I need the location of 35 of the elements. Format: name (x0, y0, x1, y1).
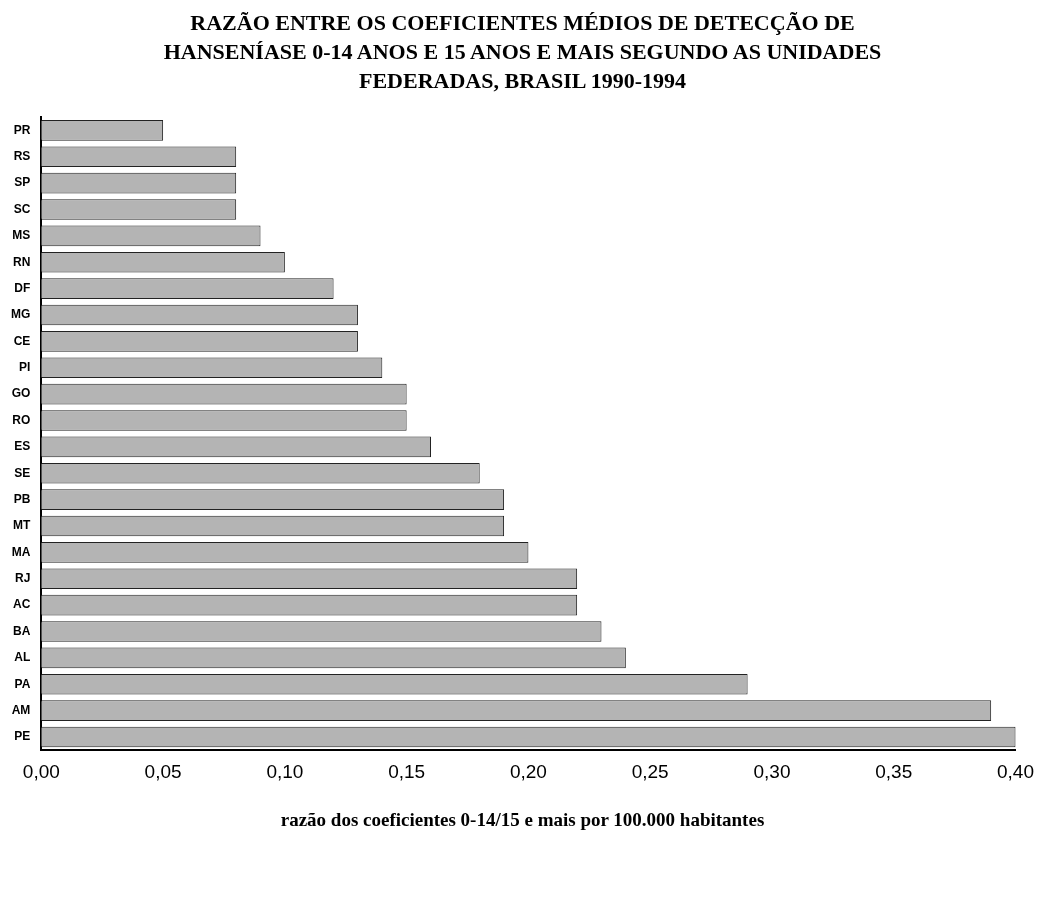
y-tick-label: AC (12, 597, 31, 612)
y-tick-label: MA (11, 544, 31, 559)
y-tick-label: PR (13, 122, 31, 137)
x-axis-title: razão dos coeficientes 0-14/15 e mais por 100.000 habitantes (279, 809, 766, 831)
y-tick-label: PE (14, 729, 31, 744)
y-tick-label: GO (11, 386, 31, 401)
y-tick-label: MT (13, 518, 31, 533)
x-tick-label: 0,25 (631, 760, 669, 782)
x-tick-label: 0,05 (144, 760, 182, 782)
x-tick-label: 0,00 (22, 760, 60, 782)
y-tick-label: MS (12, 228, 31, 243)
y-tick-label: BA (12, 623, 31, 638)
y-tick-label: SE (14, 465, 31, 480)
x-tick-label: 0,35 (875, 760, 913, 782)
y-tick-label: ES (14, 439, 31, 454)
y-tick-label: CE (13, 333, 31, 348)
y-tick-label: RN (12, 254, 31, 269)
y-tick-label: AL (14, 650, 31, 665)
y-tick-label: RO (12, 412, 31, 427)
chart-title: RAZÃO ENTRE OS COEFICIENTES MÉDIOS DE DETECÇÃO DE HANSENÍASE 0-14 ANOS E 15 ANOS E MAIS SEGUNDO AS UNIDADES FEDERADAS, BRASIL 1990-1994 (162, 9, 883, 95)
x-tick-label: 0,10 (266, 760, 304, 782)
x-tick-label: 0,40 (997, 760, 1034, 782)
y-tick-label: AM (11, 702, 31, 717)
x-tick-label: 0,20 (509, 760, 547, 782)
x-tick-label: 0,15 (388, 760, 426, 782)
y-tick-label: PB (13, 491, 31, 506)
y-tick-label: DF (14, 280, 31, 295)
y-tick-label: RS (13, 149, 31, 164)
x-tick-label: 0,30 (753, 760, 791, 782)
y-tick-label: SC (13, 201, 31, 216)
y-tick-label: SP (14, 175, 31, 190)
y-tick-label: MG (10, 307, 31, 322)
y-tick-label: PI (18, 360, 31, 375)
y-tick-label: RJ (14, 571, 31, 586)
y-tick-label: PA (14, 676, 31, 691)
